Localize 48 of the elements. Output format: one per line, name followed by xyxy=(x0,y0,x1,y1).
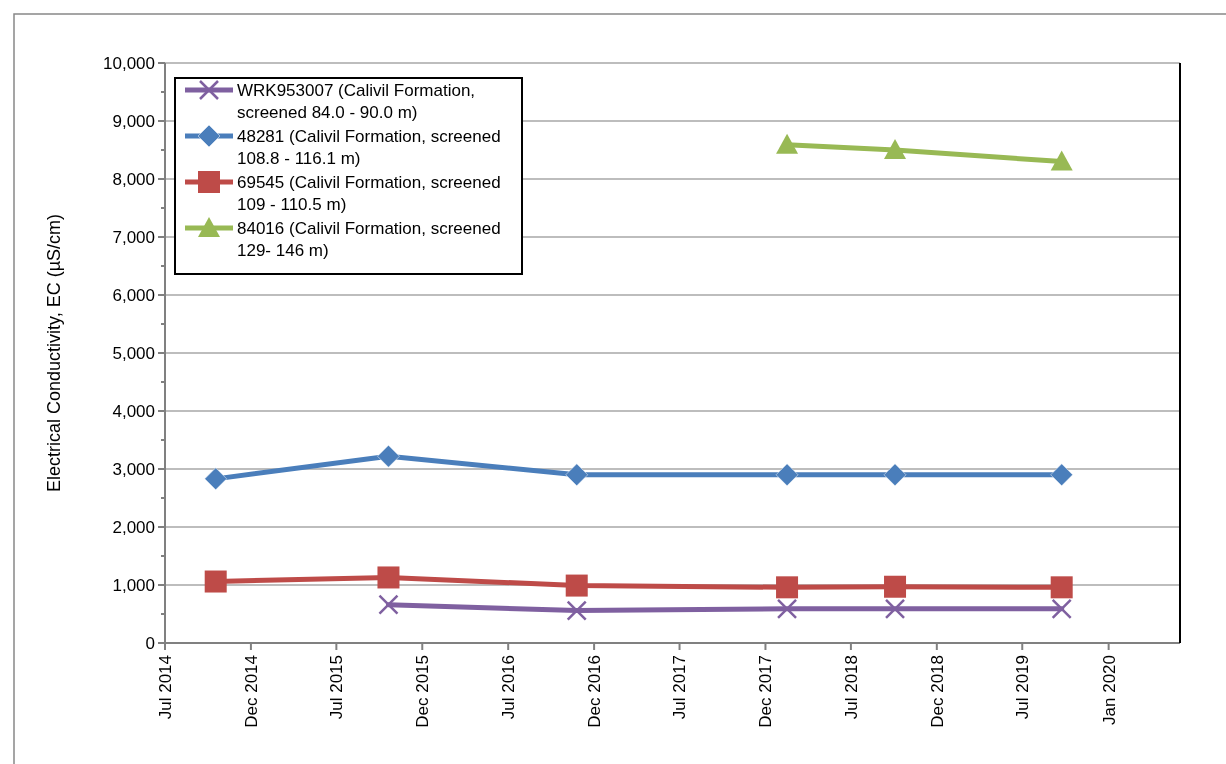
point xyxy=(1050,576,1073,599)
point xyxy=(204,570,227,593)
x-tick-label: Jul 2018 xyxy=(841,655,861,720)
x-tick-label: Jan 2020 xyxy=(1099,655,1119,725)
y-tick-label: 2,000 xyxy=(112,517,155,537)
y-tick-label: 1,000 xyxy=(112,575,155,595)
x-tick-label: Dec 2016 xyxy=(585,655,605,728)
point xyxy=(565,463,588,487)
legend-label: 69545 (Calivil Formation, screened 109 - 110.5 m) xyxy=(237,172,501,214)
y-tick-label: 4,000 xyxy=(112,401,155,421)
x-tick-label: Dec 2018 xyxy=(927,655,947,728)
x-tick-label: Jul 2016 xyxy=(499,655,519,720)
point xyxy=(378,594,399,615)
y-axis-title: Electrical Conductivity, EC (µS/cm) xyxy=(44,213,64,493)
legend-label: 48281 (Calivil Formation, screened 108.8 - 116.1 m) xyxy=(237,126,501,168)
y-tick-label: 3,000 xyxy=(112,459,155,479)
y-tick-label: 7,000 xyxy=(112,227,155,247)
point xyxy=(776,598,798,620)
point xyxy=(776,133,799,154)
x-tick-label: Dec 2014 xyxy=(241,655,261,728)
point xyxy=(377,444,400,468)
point xyxy=(1050,150,1073,171)
legend-label: 84016 (Calivil Formation, screened 129- 146 m) xyxy=(237,218,501,260)
x-tick-label: Jul 2014 xyxy=(155,655,175,720)
x-tick-label: Jul 2019 xyxy=(1013,655,1033,720)
point xyxy=(565,574,588,597)
point xyxy=(775,463,799,487)
x-tick-label: Jul 2015 xyxy=(327,655,347,720)
point xyxy=(884,575,907,598)
point xyxy=(884,598,906,620)
point xyxy=(566,600,587,621)
x-tick-label: Dec 2015 xyxy=(413,655,433,728)
y-tick-label: 0 xyxy=(145,633,155,653)
y-tick-label: 8,000 xyxy=(112,169,155,189)
legend-label: WRK953007 (Calivil Formation, screened 84.0 - 90.0 m) xyxy=(237,80,476,122)
point xyxy=(883,463,907,487)
y-tick-label: 5,000 xyxy=(112,343,155,363)
point xyxy=(1051,598,1072,620)
point xyxy=(776,576,799,599)
point xyxy=(204,467,227,491)
point xyxy=(884,139,907,159)
x-tick-label: Jul 2017 xyxy=(670,655,690,720)
y-tick-label: 6,000 xyxy=(112,285,155,305)
point xyxy=(377,566,400,589)
x-tick-label: Dec 2017 xyxy=(756,655,776,728)
y-tick-label: 10,000 xyxy=(103,53,155,73)
y-tick-label: 9,000 xyxy=(112,111,155,131)
point xyxy=(1050,463,1073,487)
